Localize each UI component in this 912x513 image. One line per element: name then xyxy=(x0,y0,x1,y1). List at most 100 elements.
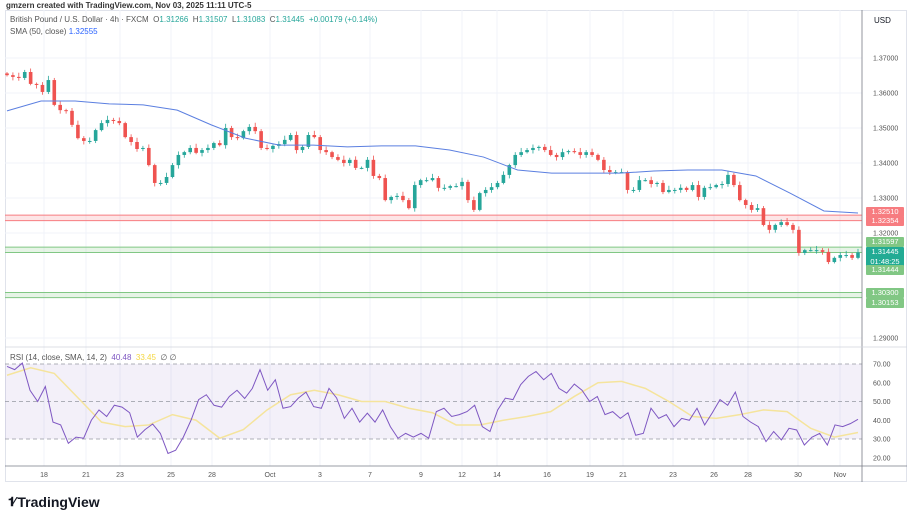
high-value: 1.31507 xyxy=(198,15,228,24)
candle-down xyxy=(28,72,33,84)
candle-down xyxy=(542,146,547,151)
price-zone xyxy=(5,247,862,253)
candle-up xyxy=(808,250,813,252)
candle-down xyxy=(11,75,15,77)
candle-down xyxy=(548,150,553,155)
time-axis: 18 21 23 25 28 Oct 3 7 9 12 14 16 19 21 23 26 28 30 Nov xyxy=(40,472,847,479)
candle-up xyxy=(164,177,169,183)
candle-down xyxy=(661,182,665,193)
candle-down xyxy=(602,159,606,170)
candle-down xyxy=(64,110,68,112)
symbol-legend[interactable]: British Pound / U.S. Dollar · 4h · FXCM … xyxy=(10,15,378,36)
candle-up xyxy=(395,195,399,197)
candle-up xyxy=(631,189,636,191)
rsi-line xyxy=(6,362,859,455)
candle-up xyxy=(525,150,529,153)
candle-up xyxy=(489,187,494,190)
candle-up xyxy=(584,152,588,155)
rsi-tick-label: 30.00 xyxy=(873,437,891,444)
candle-up xyxy=(87,140,92,142)
candle-up xyxy=(856,252,860,258)
price-tick-label: 1.36000 xyxy=(873,91,898,98)
candle-down xyxy=(34,83,39,85)
time-tick-label: 9 xyxy=(419,472,423,479)
candle-down xyxy=(342,159,346,163)
price-tag: 1.32354 xyxy=(866,216,904,226)
candle-down xyxy=(684,187,689,190)
candle-up xyxy=(531,147,535,151)
change-value: +0.00179 (+0.14%) xyxy=(308,15,378,24)
candle-down xyxy=(761,208,766,225)
candle-down xyxy=(111,119,116,121)
price-axis: 1.37000 1.36000 1.35000 1.34000 1.33000 1.320… xyxy=(873,56,898,343)
tradingview-logo[interactable]: 𝟏∕ TradingView xyxy=(8,494,100,510)
price-tag: 1.31444 xyxy=(866,265,904,275)
time-tick-label: 12 xyxy=(458,472,466,479)
candle-down xyxy=(785,222,789,225)
time-tick-label: 30 xyxy=(794,472,802,479)
currency-label[interactable]: USD xyxy=(874,16,891,25)
candle-down xyxy=(52,80,57,105)
candle-up xyxy=(667,189,671,193)
candle-up xyxy=(22,72,27,78)
candle-down xyxy=(82,138,86,141)
time-tick-label: 25 xyxy=(167,472,175,479)
candle-down xyxy=(820,250,825,252)
candle-down xyxy=(58,104,62,111)
rsi-tick-label: 40.00 xyxy=(873,418,891,425)
candle-up xyxy=(613,172,618,174)
brand-name: TradingView xyxy=(17,494,100,510)
price-tag: 1.31445 01:48:25 xyxy=(866,247,904,267)
candle-up xyxy=(844,255,848,257)
candle-up xyxy=(637,180,642,190)
candle-down xyxy=(749,205,754,210)
candle-up xyxy=(643,180,648,182)
candle-up xyxy=(170,165,175,177)
candle-up xyxy=(513,154,518,166)
price-tick-label: 1.29000 xyxy=(873,336,898,343)
grid xyxy=(5,10,862,466)
candle-up xyxy=(141,147,145,149)
candle-down xyxy=(312,135,317,138)
time-tick-label: Nov xyxy=(834,472,847,479)
candle-down xyxy=(235,137,240,139)
candle-up xyxy=(347,159,352,163)
candle-down xyxy=(324,150,328,153)
candle-down xyxy=(330,152,334,158)
candle-up xyxy=(803,250,807,253)
candle-up xyxy=(477,193,482,210)
candle-up xyxy=(714,185,718,188)
candle-up xyxy=(99,123,104,131)
candle-down xyxy=(738,185,742,201)
candle-down xyxy=(436,178,441,188)
candle-down xyxy=(791,224,795,230)
time-tick-label: 21 xyxy=(82,472,90,479)
candle-up xyxy=(188,147,193,153)
rsi-tick-label: 60.00 xyxy=(873,380,891,387)
time-tick-label: 21 xyxy=(619,472,627,479)
candle-down xyxy=(265,147,269,149)
candle-up xyxy=(448,186,453,188)
price-tick-label: 1.32000 xyxy=(873,231,898,238)
sma-legend[interactable]: SMA (50, close) 1.32555 xyxy=(10,27,98,36)
candle-down xyxy=(371,159,376,176)
rsi-legend[interactable]: RSI (14, close, SMA, 14, 2) 40.48 33.45 … xyxy=(10,353,177,362)
candle-up xyxy=(200,150,204,153)
candle-down xyxy=(826,251,831,263)
candle-down xyxy=(732,174,736,186)
candle-up xyxy=(779,222,783,225)
time-tick-label: 26 xyxy=(710,472,718,479)
time-tick-label: Oct xyxy=(265,472,276,479)
candle-up xyxy=(442,187,447,189)
candle-up xyxy=(271,145,275,149)
time-tick-label: 28 xyxy=(208,472,216,479)
candle-up xyxy=(424,180,429,182)
time-tick-label: 23 xyxy=(669,472,677,479)
candle-down xyxy=(572,151,577,153)
price-tick-label: 1.37000 xyxy=(873,56,898,63)
candle-down xyxy=(554,154,559,158)
candle-up xyxy=(708,187,713,189)
price-tag: 1.32510 xyxy=(866,207,904,217)
candle-down xyxy=(40,84,45,92)
